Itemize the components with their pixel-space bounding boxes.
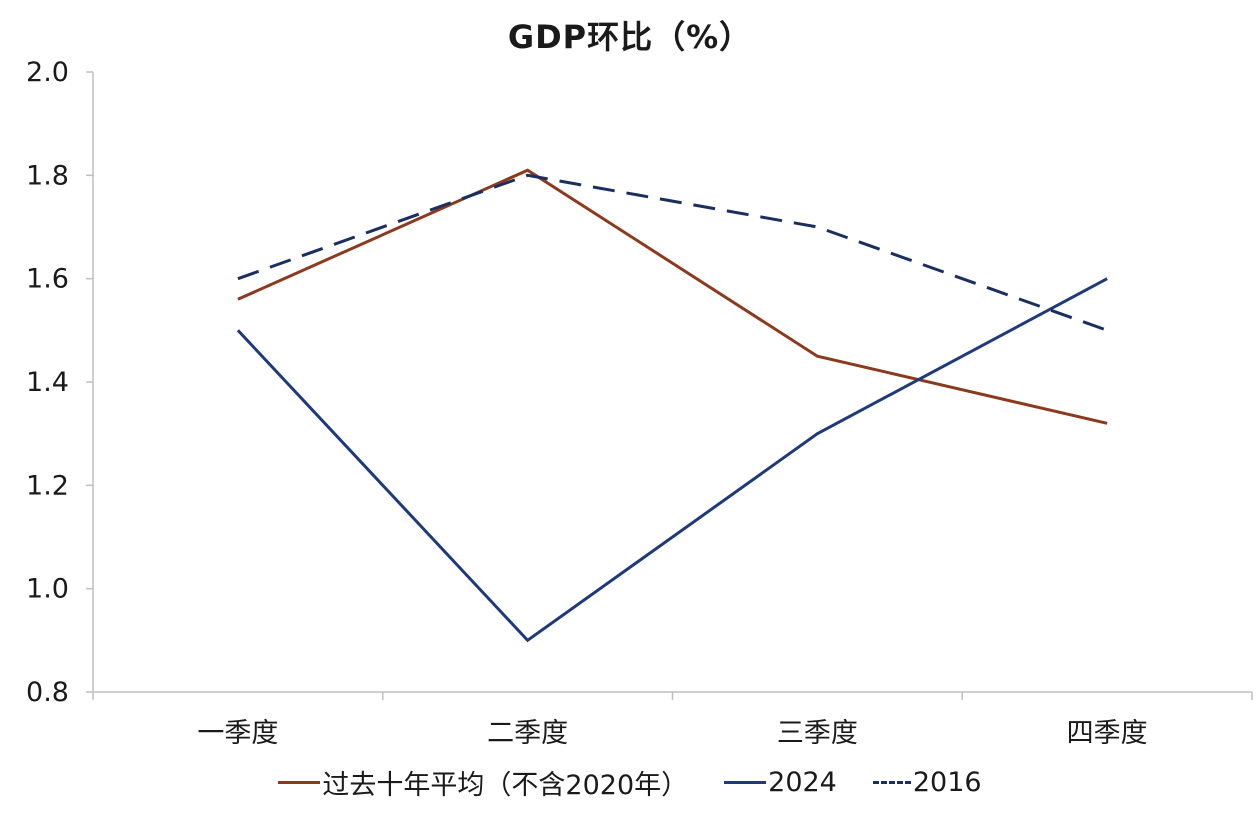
legend-item-2024: 2024 (724, 767, 837, 798)
legend-label-2024: 2024 (768, 767, 837, 798)
x-tick-label: 一季度 (197, 718, 278, 749)
chart-legend: 过去十年平均（不含2020年） 2024 2016 (0, 763, 1260, 802)
y-tick-label: 1.8 (26, 160, 69, 191)
x-tick-label: 三季度 (777, 718, 858, 749)
series-line-decade-average (237, 168, 1108, 425)
legend-swatch-2016 (872, 781, 911, 784)
y-tick-label: 2.0 (26, 57, 69, 88)
y-tick-label: 1.6 (26, 264, 69, 295)
legend-item-2016: 2016 (872, 767, 982, 798)
y-tick-label: 1.4 (26, 367, 69, 398)
legend-label-2016: 2016 (912, 767, 982, 798)
x-tick-label: 四季度 (1067, 718, 1148, 749)
legend-swatch-decade-average (278, 781, 321, 784)
legend-label-decade-average: 过去十年平均（不含2020年） (322, 770, 689, 801)
y-tick-label: 1.0 (26, 574, 69, 605)
y-tick-label: 1.2 (26, 470, 69, 501)
series-line-2016 (237, 173, 1108, 332)
series-line-2024 (236, 277, 1108, 643)
y-tick-label: 0.8 (26, 677, 69, 708)
x-tick-label: 二季度 (487, 718, 568, 749)
legend-item-decade-average: 过去十年平均（不含2020年） (278, 763, 688, 802)
legend-swatch-2024 (724, 781, 767, 784)
chart-title: GDP环比（%） (507, 18, 753, 56)
